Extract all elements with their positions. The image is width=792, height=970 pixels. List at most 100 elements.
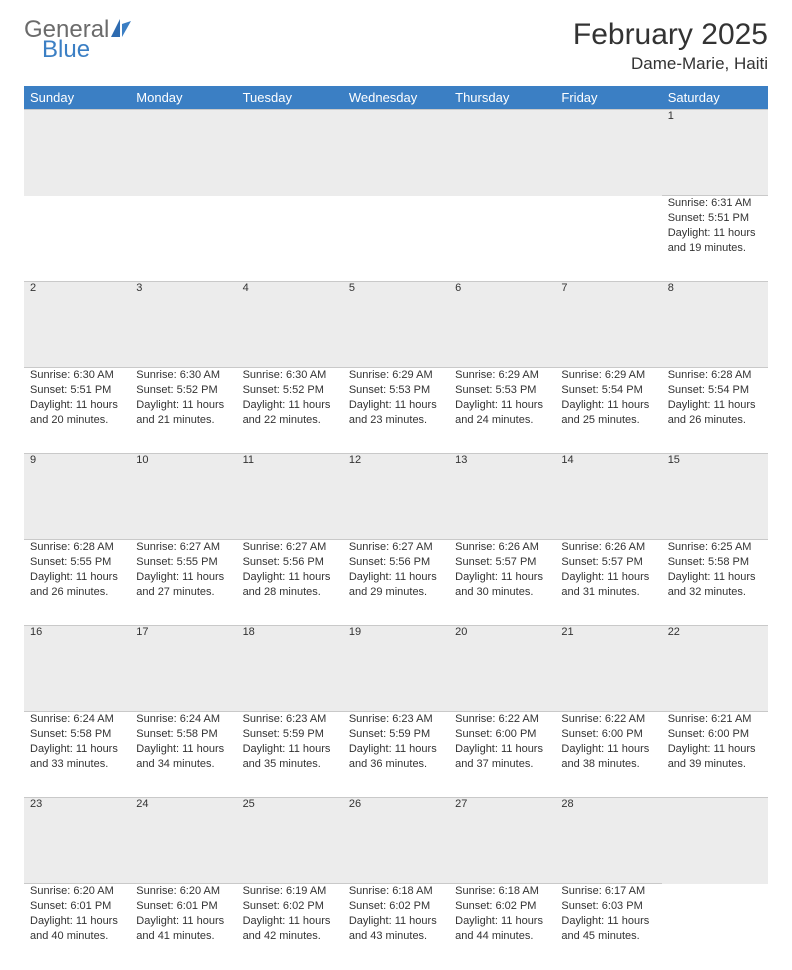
- cell-line: Daylight: 11 hours and 43 minutes.: [349, 914, 443, 944]
- day-number-cell: 22: [662, 626, 768, 712]
- day-number-cell: 17: [130, 626, 236, 712]
- weekday-header: Monday: [130, 86, 236, 110]
- day-number-cell: 23: [24, 798, 130, 884]
- cell-line: Sunrise: 6:24 AM: [136, 712, 230, 727]
- day-detail-cell: Sunrise: 6:18 AMSunset: 6:02 PMDaylight:…: [449, 884, 555, 970]
- cell-line: Sunrise: 6:30 AM: [243, 368, 337, 383]
- day-detail-cell: [662, 884, 768, 970]
- cell-line: Sunrise: 6:27 AM: [243, 540, 337, 555]
- cell-line: Daylight: 11 hours and 22 minutes.: [243, 398, 337, 428]
- cell-line: Sunrise: 6:20 AM: [136, 884, 230, 899]
- cell-line: Sunset: 5:57 PM: [561, 555, 655, 570]
- day-detail-cell: Sunrise: 6:27 AMSunset: 5:56 PMDaylight:…: [237, 540, 343, 626]
- day-number-cell: 28: [555, 798, 661, 884]
- day-detail-cell: Sunrise: 6:31 AMSunset: 5:51 PMDaylight:…: [662, 196, 768, 282]
- cell-line: Sunrise: 6:29 AM: [561, 368, 655, 383]
- cell-line: Daylight: 11 hours and 40 minutes.: [30, 914, 124, 944]
- day-detail-cell: Sunrise: 6:22 AMSunset: 6:00 PMDaylight:…: [555, 712, 661, 798]
- day-number-cell: 26: [343, 798, 449, 884]
- cell-line: Sunset: 5:59 PM: [243, 727, 337, 742]
- day-number-cell: 11: [237, 454, 343, 540]
- day-detail-cell: Sunrise: 6:25 AMSunset: 5:58 PMDaylight:…: [662, 540, 768, 626]
- cell-line: Sunset: 5:51 PM: [30, 383, 124, 398]
- day-detail-cell: Sunrise: 6:27 AMSunset: 5:55 PMDaylight:…: [130, 540, 236, 626]
- day-number-row: 232425262728: [24, 798, 768, 884]
- day-detail-cell: Sunrise: 6:30 AMSunset: 5:52 PMDaylight:…: [237, 368, 343, 454]
- day-number-row: 16171819202122: [24, 626, 768, 712]
- day-detail-cell: Sunrise: 6:28 AMSunset: 5:54 PMDaylight:…: [662, 368, 768, 454]
- cell-line: Sunset: 5:51 PM: [668, 211, 762, 226]
- cell-line: Sunrise: 6:26 AM: [561, 540, 655, 555]
- month-title: February 2025: [573, 18, 768, 52]
- day-number-cell: [662, 798, 768, 884]
- day-detail-row: Sunrise: 6:31 AMSunset: 5:51 PMDaylight:…: [24, 196, 768, 282]
- cell-line: Daylight: 11 hours and 42 minutes.: [243, 914, 337, 944]
- cell-line: Sunset: 5:53 PM: [349, 383, 443, 398]
- weekday-header: Tuesday: [237, 86, 343, 110]
- cell-line: Sunset: 6:01 PM: [136, 899, 230, 914]
- cell-line: Sunrise: 6:19 AM: [243, 884, 337, 899]
- day-number-cell: 9: [24, 454, 130, 540]
- day-number-cell: 10: [130, 454, 236, 540]
- day-detail-cell: Sunrise: 6:18 AMSunset: 6:02 PMDaylight:…: [343, 884, 449, 970]
- day-number-row: 2345678: [24, 282, 768, 368]
- day-number-cell: 27: [449, 798, 555, 884]
- cell-line: Daylight: 11 hours and 44 minutes.: [455, 914, 549, 944]
- cell-line: Sunrise: 6:22 AM: [455, 712, 549, 727]
- day-number-cell: 21: [555, 626, 661, 712]
- day-detail-cell: Sunrise: 6:29 AMSunset: 5:53 PMDaylight:…: [449, 368, 555, 454]
- day-number-cell: 24: [130, 798, 236, 884]
- cell-line: Daylight: 11 hours and 34 minutes.: [136, 742, 230, 772]
- day-number-cell: 4: [237, 282, 343, 368]
- day-number-cell: 20: [449, 626, 555, 712]
- cell-line: Daylight: 11 hours and 27 minutes.: [136, 570, 230, 600]
- day-number-cell: [343, 110, 449, 196]
- day-detail-cell: Sunrise: 6:30 AMSunset: 5:52 PMDaylight:…: [130, 368, 236, 454]
- day-number-cell: 18: [237, 626, 343, 712]
- cell-line: Sunrise: 6:29 AM: [455, 368, 549, 383]
- cell-line: Sunrise: 6:28 AM: [30, 540, 124, 555]
- cell-line: Daylight: 11 hours and 21 minutes.: [136, 398, 230, 428]
- cell-line: Daylight: 11 hours and 26 minutes.: [30, 570, 124, 600]
- day-detail-cell: Sunrise: 6:22 AMSunset: 6:00 PMDaylight:…: [449, 712, 555, 798]
- day-number-cell: [237, 110, 343, 196]
- cell-line: Sunset: 5:59 PM: [349, 727, 443, 742]
- day-number-cell: 16: [24, 626, 130, 712]
- day-detail-cell: Sunrise: 6:21 AMSunset: 6:00 PMDaylight:…: [662, 712, 768, 798]
- cell-line: Sunset: 5:54 PM: [561, 383, 655, 398]
- cell-line: Sunrise: 6:17 AM: [561, 884, 655, 899]
- weekday-header: Thursday: [449, 86, 555, 110]
- day-number-cell: 7: [555, 282, 661, 368]
- day-detail-cell: Sunrise: 6:23 AMSunset: 5:59 PMDaylight:…: [237, 712, 343, 798]
- cell-line: Sunset: 5:57 PM: [455, 555, 549, 570]
- weekday-header-row: SundayMondayTuesdayWednesdayThursdayFrid…: [24, 86, 768, 110]
- day-detail-cell: Sunrise: 6:24 AMSunset: 5:58 PMDaylight:…: [130, 712, 236, 798]
- brand-word-blue: Blue: [42, 38, 131, 62]
- cell-line: Sunrise: 6:30 AM: [136, 368, 230, 383]
- cell-line: Sunrise: 6:27 AM: [349, 540, 443, 555]
- cell-line: Sunrise: 6:26 AM: [455, 540, 549, 555]
- day-detail-cell: Sunrise: 6:20 AMSunset: 6:01 PMDaylight:…: [130, 884, 236, 970]
- cell-line: Daylight: 11 hours and 28 minutes.: [243, 570, 337, 600]
- day-number-cell: 8: [662, 282, 768, 368]
- day-detail-cell: [24, 196, 130, 282]
- day-detail-cell: Sunrise: 6:24 AMSunset: 5:58 PMDaylight:…: [24, 712, 130, 798]
- day-number-cell: 15: [662, 454, 768, 540]
- day-detail-cell: Sunrise: 6:26 AMSunset: 5:57 PMDaylight:…: [555, 540, 661, 626]
- day-detail-cell: [555, 196, 661, 282]
- cell-line: Daylight: 11 hours and 35 minutes.: [243, 742, 337, 772]
- cell-line: Daylight: 11 hours and 30 minutes.: [455, 570, 549, 600]
- cell-line: Sunset: 6:03 PM: [561, 899, 655, 914]
- sail-icon: [111, 19, 131, 37]
- day-number-row: 9101112131415: [24, 454, 768, 540]
- cell-line: Sunrise: 6:18 AM: [349, 884, 443, 899]
- day-detail-row: Sunrise: 6:20 AMSunset: 6:01 PM Daylight:…: [24, 884, 768, 970]
- day-detail-cell: Sunrise: 6:17 AMSunset: 6:03 PMDaylight:…: [555, 884, 661, 970]
- day-number-cell: 6: [449, 282, 555, 368]
- cell-line: Sunset: 5:58 PM: [30, 727, 124, 742]
- cell-line: Daylight: 11 hours and 45 minutes.: [561, 914, 655, 944]
- cell-line: Daylight: 11 hours and 31 minutes.: [561, 570, 655, 600]
- cell-line: Daylight: 11 hours and 25 minutes.: [561, 398, 655, 428]
- location-label: Dame-Marie, Haiti: [573, 54, 768, 74]
- day-number-cell: [449, 110, 555, 196]
